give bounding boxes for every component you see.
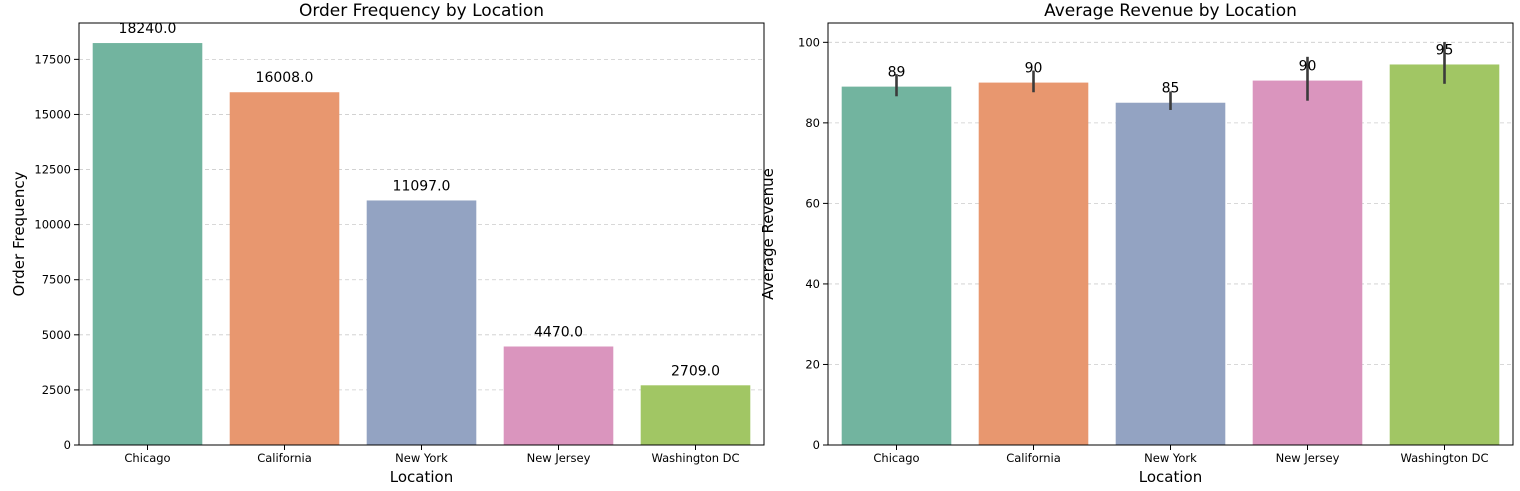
y-tick-label: 2500 <box>42 383 71 397</box>
chart-title: Average Revenue by Location <box>1044 1 1297 21</box>
bar-5 <box>640 385 751 445</box>
bar-2 <box>978 82 1089 445</box>
bar-5 <box>1389 64 1500 445</box>
x-tick-label: New York <box>395 451 448 465</box>
x-tick-label: California <box>1006 451 1061 465</box>
y-tick-label: 5000 <box>42 328 71 342</box>
data-label-4: 90 <box>1299 59 1317 75</box>
x-axis-label: Location <box>1139 468 1202 486</box>
bar-1 <box>841 86 952 446</box>
bar-4 <box>503 346 614 445</box>
x-tick-label: New Jersey <box>1276 451 1340 465</box>
y-axis-label: Average Revenue <box>759 168 777 300</box>
data-label-4: 4470.0 <box>534 324 583 340</box>
x-tick-label: Chicago <box>124 451 170 465</box>
y-tick-label: 100 <box>798 35 820 49</box>
y-tick-label: 80 <box>805 116 820 130</box>
data-label-1: 89 <box>888 65 906 81</box>
bar-4 <box>1252 80 1363 445</box>
x-tick-label: California <box>257 451 312 465</box>
bar-3 <box>1115 102 1226 445</box>
y-tick-label: 60 <box>805 196 820 210</box>
chart-panel-2: 89 90 85 90 95 0 20 40 60 80 100 Chicago California N… <box>759 1 1514 486</box>
y-tick-label: 0 <box>64 438 71 452</box>
y-tick-label: 20 <box>805 357 820 371</box>
y-tick-label: 7500 <box>42 273 71 287</box>
chart-title: Order Frequency by Location <box>299 1 544 21</box>
y-axis-label: Order Frequency <box>10 171 28 296</box>
x-tick-label: New York <box>1144 451 1197 465</box>
data-label-5: 2709.0 <box>671 363 720 379</box>
y-tick-label: 12500 <box>34 163 71 177</box>
bar-1 <box>92 43 203 446</box>
x-tick-label: Washington DC <box>1400 451 1488 465</box>
x-axis-label: Location <box>390 468 453 486</box>
x-tick-label: New Jersey <box>527 451 591 465</box>
data-label-5: 95 <box>1436 42 1454 58</box>
y-tick-label: 17500 <box>34 52 71 66</box>
data-label-2: 16008.0 <box>256 70 314 86</box>
data-label-2: 90 <box>1025 61 1043 77</box>
y-tick-label: 15000 <box>34 107 71 121</box>
data-label-3: 11097.0 <box>393 178 451 194</box>
bar-3 <box>366 200 477 445</box>
data-label-3: 85 <box>1162 81 1180 97</box>
x-tick-label: Chicago <box>873 451 919 465</box>
y-tick-label: 0 <box>813 438 820 452</box>
chart-panel-1: 18240.0 16008.0 11097.0 4470.0 2709.0 0 2500 50… <box>10 1 765 486</box>
data-label-1: 18240.0 <box>119 21 177 37</box>
y-tick-label: 10000 <box>34 218 71 232</box>
x-tick-label: Washington DC <box>651 451 739 465</box>
y-tick-label: 40 <box>805 277 820 291</box>
bar-2 <box>229 92 340 445</box>
